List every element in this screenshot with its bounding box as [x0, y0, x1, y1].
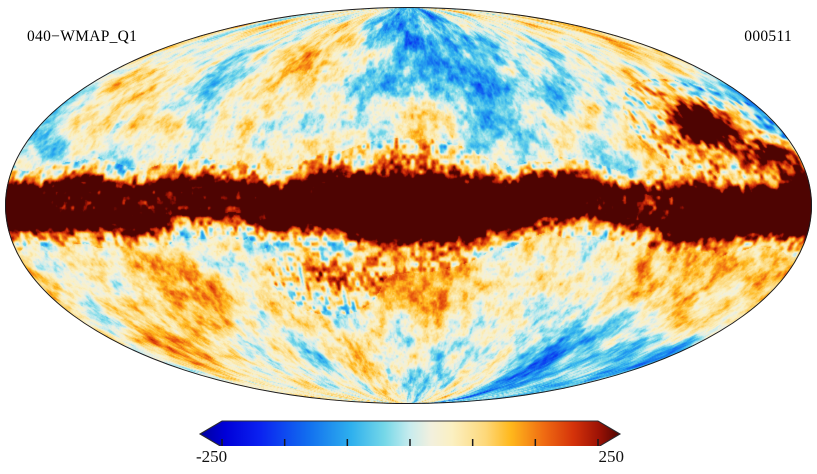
- cmb-sky-map: [5, 7, 812, 404]
- colorbar: -250 250: [196, 418, 624, 474]
- sky-map-canvas: [5, 7, 812, 404]
- sky-map-clip: [5, 7, 812, 404]
- colorbar-min-label: -250: [196, 447, 228, 466]
- colorbar-swatch: [198, 420, 622, 446]
- map-title-left: 040−WMAP_Q1: [27, 28, 138, 45]
- colorbar-max-label: 250: [598, 447, 625, 466]
- colorbar-ticks: [221, 439, 599, 446]
- colorbar-body: [198, 420, 622, 446]
- map-id-right: 000511: [744, 28, 792, 45]
